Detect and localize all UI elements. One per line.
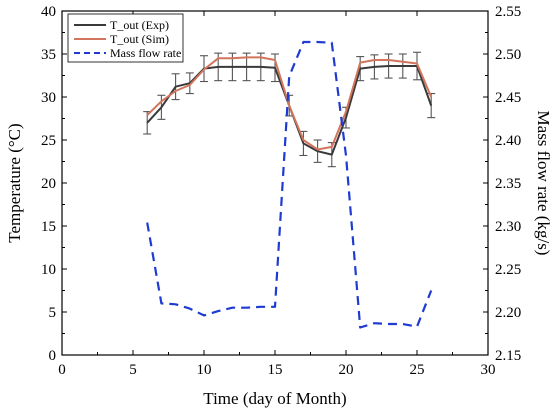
y-left-title-main: Temperature ( xyxy=(5,147,24,243)
y-right-tick-label: 2.55 xyxy=(495,4,521,20)
series-line-t-out-sim xyxy=(146,56,433,151)
y-right-tick-label: 2.25 xyxy=(495,262,521,278)
x-tick-label: 5 xyxy=(129,362,137,378)
x-axis-title: Time (day of Month) xyxy=(203,389,346,408)
y-right-tick-label: 2.45 xyxy=(495,90,521,106)
y-right-tick-label: 2.20 xyxy=(495,305,521,321)
axes-layer: 0 5 10 15 20 25 30 0 5 10 15 20 25 30 35 40 2.15 2.20 2.25… xyxy=(41,4,521,378)
legend-label: T_out (Exp) xyxy=(110,18,169,32)
legend-layer: T_out (Exp)T_out (Sim)Mass flow rate xyxy=(67,13,184,63)
y-right-tick-label: 2.40 xyxy=(495,133,521,149)
x-tick-label: 15 xyxy=(268,362,283,378)
y-right-axis-title: Mass flow rate (kg/s) xyxy=(534,111,550,256)
legend-label: Mass flow rate xyxy=(110,46,181,60)
y-right-tick-label: 2.35 xyxy=(495,176,521,192)
y-left-axis-title: Temperature (°C) xyxy=(5,123,24,242)
x-tick-label: 10 xyxy=(197,362,212,378)
y-left-tick-label: 10 xyxy=(41,262,56,278)
y-left-tick-label: 5 xyxy=(49,305,57,321)
y-left-tick-label: 40 xyxy=(41,4,56,20)
y-left-tick-label: 0 xyxy=(49,348,57,364)
y-right-tick-label: 2.30 xyxy=(495,219,521,235)
y-left-tick-label: 25 xyxy=(41,133,56,149)
y-left-tick-label: 30 xyxy=(41,90,56,106)
plot-layer xyxy=(143,40,436,329)
x-tick-label: 30 xyxy=(481,362,496,378)
y-left-tick-label: 20 xyxy=(41,176,56,192)
x-tick-label: 20 xyxy=(339,362,354,378)
y-left-tick-label: 35 xyxy=(41,47,56,63)
legend-label: T_out (Sim) xyxy=(110,32,169,46)
x-tick-label: 0 xyxy=(58,362,66,378)
y-left-title-unit: °C) xyxy=(5,123,24,147)
y-right-tick-label: 2.15 xyxy=(495,348,521,364)
x-tick-label: 25 xyxy=(410,362,425,378)
y-right-tick-label: 2.50 xyxy=(495,47,521,63)
y-left-tick-label: 15 xyxy=(41,219,56,235)
